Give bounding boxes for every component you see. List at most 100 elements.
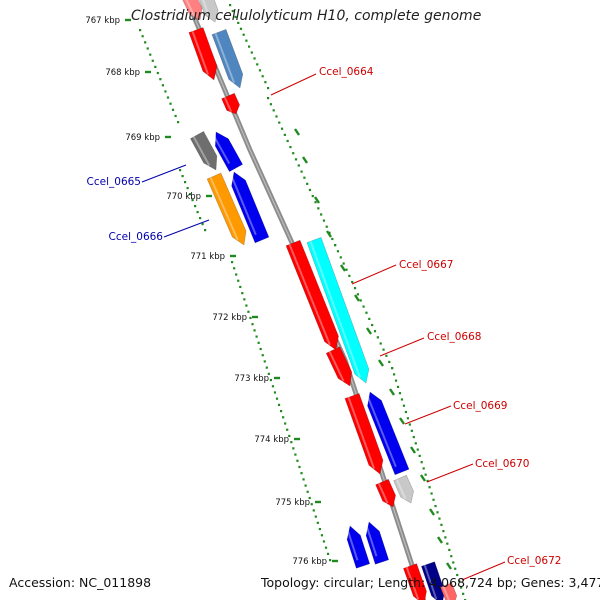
outer-ring-dot — [245, 39, 248, 42]
gene-arrow — [375, 478, 396, 508]
labels-layer: Ccel_0664 Ccel_0665 Ccel_0666 Ccel_0667 Ccel… — [87, 66, 561, 581]
outer-ring-dot — [267, 97, 270, 100]
inner-ring-dot — [284, 422, 287, 425]
inner-ring-dot — [296, 459, 299, 462]
gene-label[interactable]: Ccel_0668 — [379, 331, 481, 357]
kbp-tick-label: 768 kbp — [105, 68, 140, 78]
outer-ring-dot — [385, 354, 388, 357]
gene-arrow — [364, 521, 390, 565]
outer-ring-dot — [408, 423, 411, 426]
outer-ring-dot — [456, 573, 459, 577]
outer-ring-dot — [438, 517, 441, 520]
outer-ring-dot — [280, 127, 284, 130]
inner-ring-dot — [164, 90, 167, 93]
outer-ring-dot — [444, 536, 447, 539]
outer-ring-dot — [289, 146, 292, 149]
inner-ring-dot — [189, 193, 192, 196]
gene-label-text[interactable]: Ccel_0665 — [87, 176, 141, 188]
outer-ring-dot — [396, 385, 400, 389]
tick-layer: 767 kbp 768 kbp 769 kbp 770 kbp 771 kbp 772 k… — [85, 4, 467, 600]
outer-ring-dot — [356, 293, 359, 296]
outer-ring-dot — [436, 511, 439, 514]
outer-ring-dot — [432, 498, 435, 501]
inner-ring-dot — [144, 41, 147, 44]
gene-label-leader — [163, 219, 210, 238]
inner-ring-dot — [304, 484, 307, 487]
outer-ring-dot — [424, 473, 427, 476]
outer-ring-dash — [410, 446, 416, 454]
inner-ring-dot — [249, 316, 252, 320]
inner-ring-dot — [139, 29, 142, 32]
gene-label-text[interactable]: Ccel_0668 — [427, 331, 481, 343]
outer-ring-dot — [322, 219, 326, 222]
gene-label[interactable]: Ccel_0666 — [109, 219, 210, 243]
inner-ring-dot — [316, 521, 319, 524]
outer-ring-dot — [297, 164, 300, 167]
gene-label-text[interactable]: Ccel_0664 — [319, 66, 374, 78]
outer-ring-dot — [434, 504, 437, 508]
accession-text: Accession: NC_011898 — [9, 575, 152, 590]
gene-label[interactable]: Ccel_0670 — [426, 458, 529, 483]
gene-arrow — [285, 239, 339, 351]
outer-ring-dot — [342, 262, 345, 265]
outer-ring-dot — [379, 342, 382, 345]
gene-arrow — [211, 29, 244, 89]
outer-ring-dot — [400, 398, 404, 401]
inner-ring-dot — [259, 347, 262, 351]
inner-ring-dot — [169, 102, 172, 105]
outer-ring-dot — [237, 21, 240, 24]
gene-label[interactable]: Ccel_0665 — [87, 164, 187, 188]
gene-arrow — [393, 474, 414, 504]
outer-ring-dot — [278, 121, 281, 124]
inner-ring-dot — [191, 199, 194, 202]
outer-ring-dot — [269, 103, 272, 106]
inner-ring-dot — [179, 169, 182, 172]
outer-ring-dot — [404, 410, 408, 414]
gene-label[interactable]: Ccel_0672 — [461, 555, 561, 581]
gene-label[interactable]: Ccel_0667 — [351, 259, 453, 285]
outer-ring-dot — [286, 139, 289, 143]
inner-ring-dot — [312, 509, 315, 512]
inner-ring-dot — [156, 71, 159, 75]
outer-ring-dot — [308, 188, 312, 192]
inner-ring-dot — [204, 229, 207, 232]
outer-ring-dot — [368, 317, 371, 320]
kbp-tick-label: 770 kbp — [166, 192, 201, 202]
inner-ring-dot — [300, 472, 303, 475]
gene-arrow — [189, 130, 218, 171]
inner-ring-dot — [324, 546, 328, 549]
gene-label[interactable]: Ccel_0664 — [270, 66, 374, 96]
outer-ring-dot — [359, 299, 362, 302]
outer-ring-dash — [389, 388, 395, 396]
gene-label-text[interactable]: Ccel_0670 — [475, 458, 529, 470]
inner-ring-dot — [251, 323, 254, 326]
outer-ring-dot — [351, 280, 354, 284]
gene-label-text[interactable]: Ccel_0669 — [453, 400, 507, 412]
outer-ring-dot — [300, 170, 303, 173]
inner-ring-dot — [151, 59, 154, 62]
inner-ring-dot — [314, 515, 317, 518]
gene-arrow — [188, 27, 218, 81]
outer-ring-dot — [336, 250, 340, 253]
gene-label-text[interactable]: Ccel_0667 — [399, 259, 453, 271]
inner-ring-dot — [154, 65, 157, 68]
inner-ring-dot — [247, 310, 250, 313]
outer-ring-dot — [283, 133, 286, 136]
inner-ring-dot — [181, 175, 184, 178]
gene-label[interactable]: Ccel_0669 — [404, 400, 507, 425]
inner-ring-dot — [302, 478, 305, 481]
outer-ring-dot — [373, 330, 377, 333]
inner-ring-dot — [273, 391, 277, 394]
gene-arrow — [421, 561, 446, 600]
genome-summary-text: Topology: circular; Length: 4,068,724 bp… — [261, 575, 600, 590]
gene-label-text[interactable]: Ccel_0672 — [507, 555, 561, 567]
inner-ring-dot — [294, 453, 297, 456]
inner-ring-dot — [275, 397, 279, 400]
inner-ring-dot — [233, 267, 236, 270]
inner-ring-dot — [329, 559, 332, 562]
outer-ring-dot — [392, 373, 396, 376]
inner-ring-dot — [201, 223, 204, 226]
gene-label-text[interactable]: Ccel_0666 — [109, 231, 164, 243]
inner-ring-dot — [322, 540, 326, 543]
